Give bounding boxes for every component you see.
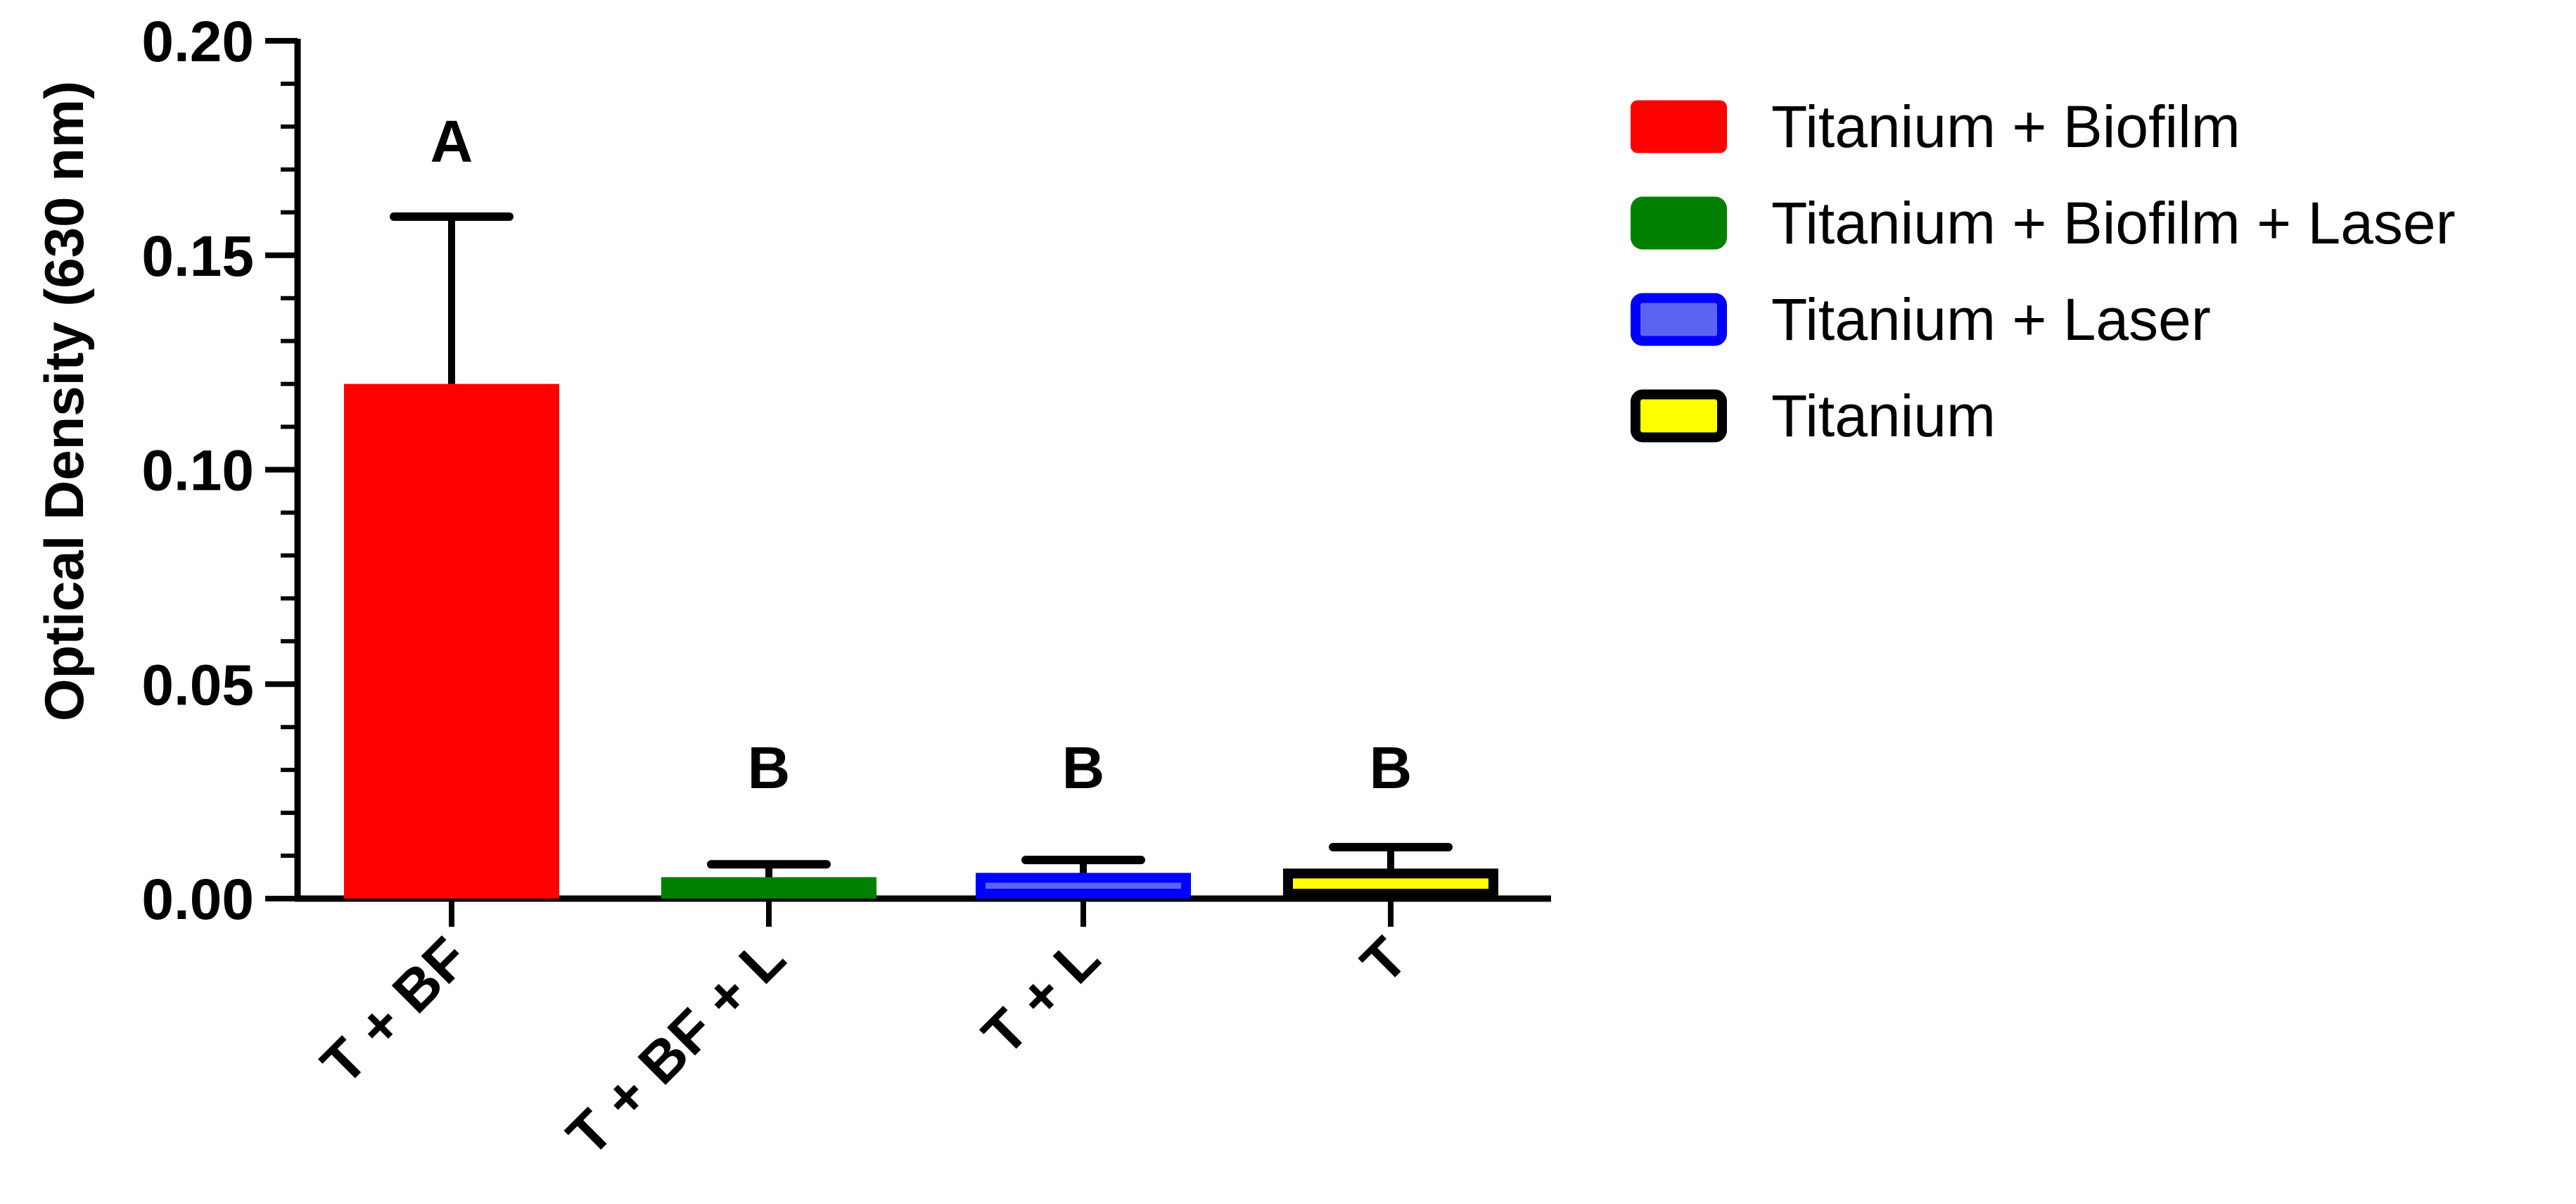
legend-swatch [1631, 293, 1727, 346]
legend-swatch [1631, 100, 1727, 153]
bar [976, 873, 1191, 899]
legend-label: Titanium + Biofilm + Laser [1771, 190, 2456, 256]
x-tick-label: T [1349, 925, 1420, 996]
bar [1283, 868, 1498, 899]
y-axis-title: Optical Density (630 nm) [33, 81, 95, 721]
legend: Titanium + Biofilm Titanium + Biofilm + L… [1631, 94, 2456, 449]
x-tick-label: T + BF [310, 925, 480, 1096]
legend-label: Titanium + Laser [1771, 286, 2211, 353]
significance-letter: B [748, 735, 791, 801]
y-tick-label: 0.00 [141, 868, 254, 932]
y-tick-label: 0.05 [141, 653, 254, 717]
legend-label: Titanium + Biofilm [1771, 94, 2240, 160]
x-tick-label: T + BF + L [555, 925, 798, 1168]
bar [344, 384, 559, 899]
y-tick-label: 0.10 [141, 439, 254, 503]
legend-label: Titanium [1771, 383, 1996, 449]
x-tick-label: T + L [970, 925, 1111, 1067]
significance-letter: B [1062, 735, 1105, 801]
legend-swatch [1631, 389, 1727, 443]
significance-letter: A [431, 108, 473, 175]
legend-swatch [1631, 196, 1727, 250]
y-axis: 0.00 0.05 0.10 0.15 0.20 [141, 10, 301, 932]
significance-letter: B [1370, 735, 1413, 801]
bar [661, 877, 876, 899]
x-axis: T + BF T + BF + L T + L T [295, 895, 1551, 1168]
significance-letters: A B B B [431, 108, 1413, 801]
y-tick-label: 0.15 [141, 224, 254, 289]
error-bars [390, 212, 1453, 877]
bars [344, 384, 1498, 899]
y-tick-label: 0.20 [141, 10, 254, 74]
